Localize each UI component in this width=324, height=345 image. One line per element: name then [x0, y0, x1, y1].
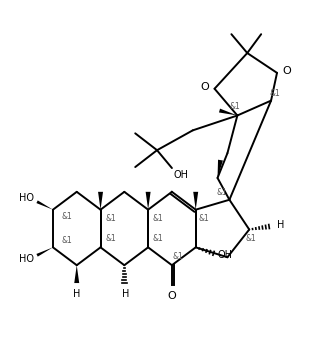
Text: O: O: [168, 291, 176, 301]
Polygon shape: [217, 160, 223, 178]
Polygon shape: [98, 192, 103, 210]
Polygon shape: [146, 192, 151, 210]
Text: &1: &1: [216, 188, 227, 197]
Text: H: H: [73, 289, 80, 299]
Text: &1: &1: [198, 214, 209, 223]
Text: O: O: [282, 66, 291, 76]
Text: &1: &1: [105, 234, 116, 243]
Text: &1: &1: [62, 212, 72, 221]
Text: OH: OH: [174, 170, 189, 180]
Text: &1: &1: [153, 214, 163, 223]
Text: &1: &1: [270, 89, 280, 98]
Text: H: H: [277, 219, 284, 229]
Text: &1: &1: [105, 214, 116, 223]
Polygon shape: [36, 200, 53, 210]
Polygon shape: [36, 247, 53, 257]
Text: O: O: [201, 82, 210, 92]
Text: H: H: [122, 289, 129, 299]
Text: HO: HO: [19, 193, 34, 203]
Text: &1: &1: [246, 234, 257, 243]
Text: &1: &1: [62, 236, 72, 245]
Text: OH: OH: [217, 250, 233, 260]
Text: HO: HO: [19, 254, 34, 264]
Polygon shape: [193, 192, 198, 210]
Text: &1: &1: [230, 102, 241, 111]
Text: &1: &1: [172, 252, 183, 261]
Polygon shape: [74, 265, 79, 283]
Polygon shape: [219, 109, 237, 116]
Text: &1: &1: [153, 234, 163, 243]
